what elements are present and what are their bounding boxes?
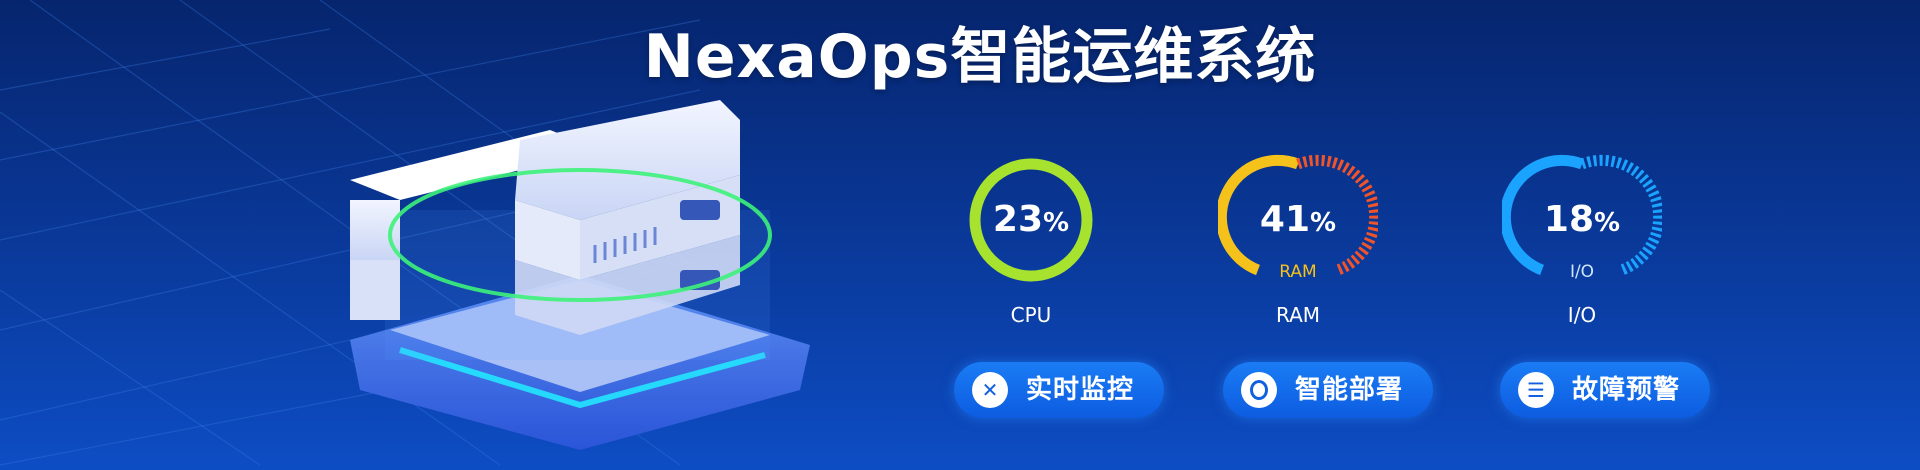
smart-deploy-button[interactable]: 智能部署	[1223, 362, 1433, 418]
glow-ring	[388, 168, 772, 302]
io-inner-label: I/O	[1569, 262, 1595, 282]
ram-value: 41%	[1259, 199, 1337, 240]
realtime-monitor-button[interactable]: ✕ 实时监控	[954, 362, 1164, 418]
cpu-gauge: 23% CPU	[951, 150, 1111, 340]
ram-label: RAM	[1275, 303, 1321, 327]
server-box	[350, 100, 740, 335]
server-illustration	[350, 100, 810, 450]
io-arc	[1502, 154, 1662, 276]
cpu-value: 23%	[992, 199, 1070, 240]
cpu-ring	[969, 158, 1093, 282]
ram-inner-label: RAM	[1279, 262, 1317, 282]
cpu-label: CPU	[1010, 303, 1052, 327]
button-label: 故障预警	[1572, 375, 1681, 405]
button-label: 实时监控	[1026, 375, 1135, 405]
io-value: 18%	[1543, 199, 1621, 240]
ram-gauge: 41% RAM RAM	[1218, 150, 1378, 340]
ram-arc	[1218, 154, 1378, 276]
bulb-icon	[1241, 372, 1277, 408]
io-label: I/O	[1567, 303, 1597, 327]
page-title: NexaOps智能运维系统	[643, 22, 1317, 92]
button-label: 智能部署	[1295, 375, 1404, 405]
close-x-icon: ✕	[972, 372, 1008, 408]
fault-alert-button[interactable]: ☰ 故障预警	[1500, 362, 1710, 418]
io-gauge: 18% I/O I/O	[1502, 150, 1662, 340]
list-icon: ☰	[1518, 372, 1554, 408]
